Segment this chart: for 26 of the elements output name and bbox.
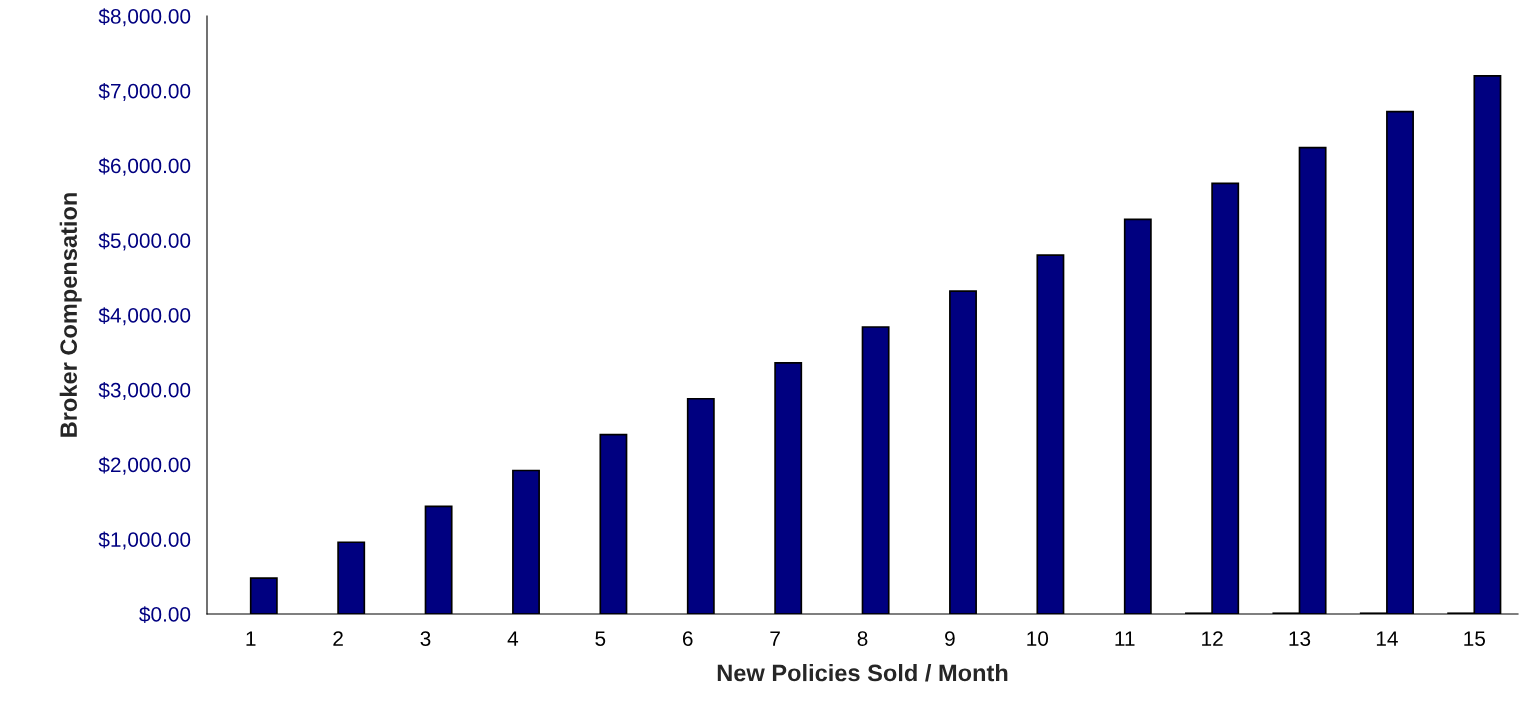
x-tick-label: 14 (1376, 631, 1398, 646)
x-tick-label: 6 (682, 631, 693, 646)
x-tick-label: 8 (857, 631, 868, 646)
y-tick-label: $1,000.00 (98, 531, 191, 550)
y-tick-label: $2,000.00 (98, 456, 191, 475)
x-axis-title: New Policies Sold / Month (717, 663, 1008, 682)
y-tick-label: $7,000.00 (98, 82, 191, 101)
x-tick-label: 5 (595, 631, 606, 646)
y-tick-label: $4,000.00 (98, 307, 191, 326)
x-tick-label: 15 (1464, 631, 1486, 646)
x-tick-label: 10 (1027, 631, 1049, 646)
x-tick-label: 1 (246, 631, 256, 646)
y-tick-label: $0.00 (139, 606, 191, 623)
x-tick-label: 11 (1115, 631, 1135, 646)
x-tick-label: 9 (945, 631, 955, 646)
x-tick-label: 13 (1289, 631, 1311, 646)
y-tick-label: $3,000.00 (98, 381, 191, 400)
y-axis-title: Broker Compensation (59, 193, 82, 437)
y-tick-label: $8,000.00 (98, 8, 191, 27)
x-tick-label: 12 (1202, 631, 1223, 646)
x-tick-label: 3 (420, 631, 431, 646)
x-tick-label: 7 (770, 631, 780, 646)
x-tick-label: 4 (507, 631, 519, 646)
x-tick-label: 2 (333, 631, 343, 646)
y-tick-label: $6,000.00 (98, 157, 191, 176)
y-tick-label: $5,000.00 (98, 232, 191, 251)
